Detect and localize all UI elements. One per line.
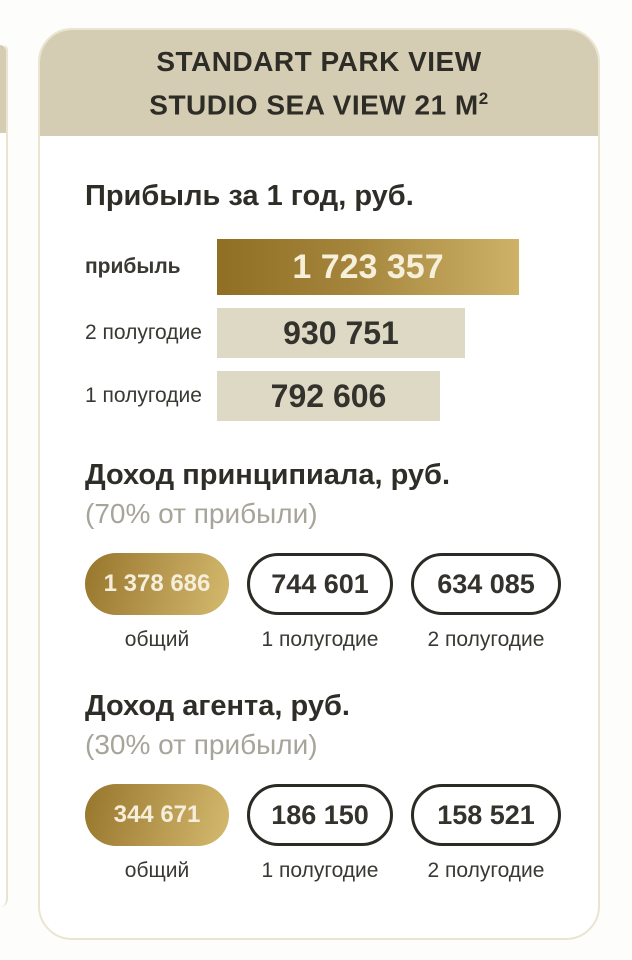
bar-label-h2: 2 полугодие (85, 321, 202, 344)
bar-h1: 792 606 (217, 371, 440, 421)
principal-h1-caption: 1 полугодие (261, 628, 379, 651)
bar-h1-value: 792 606 (270, 377, 387, 414)
agent-h1-pill: 186 150 (247, 784, 393, 846)
principal-h1-pill: 744 601 (247, 553, 393, 615)
bar-total-value: 1 723 357 (292, 247, 444, 286)
principal-pill-row: 1 378 686 общий 744 601 1 полугодие 634 … (85, 553, 561, 652)
profit-section-heading: Прибыль за 1 год, руб. (85, 180, 414, 212)
bar-h2-value: 930 751 (283, 314, 399, 351)
card-header: STANDART PARK VIEW STUDIO SEA VIEW 21 M2 (40, 30, 598, 136)
adjacent-card-edge (0, 45, 8, 907)
principal-h2-pill: 634 085 (411, 553, 561, 615)
offer-card: STANDART PARK VIEW STUDIO SEA VIEW 21 M2… (38, 28, 600, 940)
principal-total-caption: общий (124, 628, 190, 651)
agent-total-pill: 344 671 (85, 784, 229, 846)
principal-h2-caption: 2 полугодие (427, 628, 545, 651)
principal-pill-h2: 634 085 2 полугодие (411, 553, 561, 652)
profit-bar-row-h2: 2 полугодие 930 751 (85, 308, 556, 358)
square-meter-superscript: 2 (478, 88, 489, 108)
agent-pill-row: 344 671 общий 186 150 1 полугодие 158 52… (85, 784, 561, 883)
principal-section-heading: Доход принципиала, руб. (85, 459, 451, 491)
profit-bar-row-h1: 1 полугодие 792 606 (85, 371, 556, 421)
profit-bar-row-total: прибыль 1 723 357 (85, 239, 556, 295)
agent-h1-caption: 1 полугодие (261, 859, 379, 882)
principal-pill-h1: 744 601 1 полугодие (247, 553, 393, 652)
agent-pill-h2: 158 521 2 полугодие (411, 784, 561, 883)
principal-section-subheading: (70% от прибыли) (85, 498, 318, 529)
agent-total-caption: общий (124, 859, 190, 882)
bar-label-total: прибыль (85, 255, 181, 278)
card-title-line2: STUDIO SEA VIEW 21 M2 (149, 88, 489, 121)
card-title-line1: STANDART PARK VIEW (156, 45, 482, 77)
agent-section-heading: Доход агента, руб. (85, 690, 350, 722)
agent-pill-total: 344 671 общий (85, 784, 229, 883)
adjacent-card-header (0, 45, 6, 133)
agent-pill-h1: 186 150 1 полугодие (247, 784, 393, 883)
bar-h2: 930 751 (217, 308, 465, 358)
card-body: Прибыль за 1 год, руб. прибыль 1 723 357… (40, 136, 598, 883)
agent-h2-pill: 158 521 (411, 784, 561, 846)
principal-pill-total: 1 378 686 общий (85, 553, 229, 652)
bar-label-h1: 1 полугодие (85, 384, 202, 407)
agent-h2-caption: 2 полугодие (427, 859, 545, 882)
bar-total: 1 723 357 (217, 239, 519, 295)
principal-total-pill: 1 378 686 (85, 553, 229, 615)
agent-section-subheading: (30% от прибыли) (85, 729, 318, 760)
